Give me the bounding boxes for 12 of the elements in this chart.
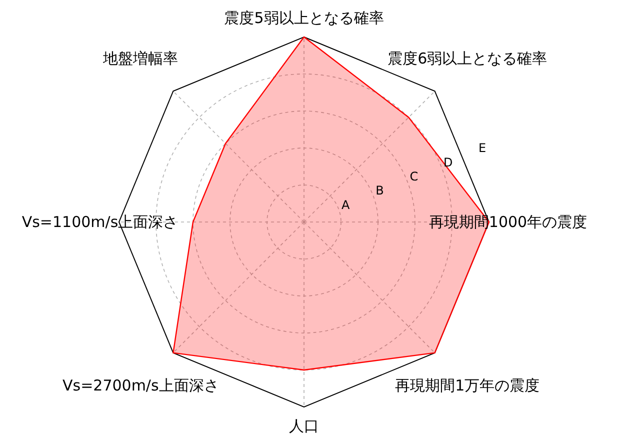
y-tick-label: E xyxy=(478,141,486,156)
y-tick-label: B xyxy=(376,184,384,198)
spoke-label: 人口 xyxy=(289,417,319,435)
spoke-label: 再現期間1万年の震度 xyxy=(395,376,540,394)
spoke-label: 地盤増幅率 xyxy=(102,50,178,68)
spoke-label: 震度6弱以上となる確率 xyxy=(388,50,548,68)
y-tick-label: C xyxy=(410,169,418,184)
spoke-label: Vs=2700m/s上面深さ xyxy=(62,376,219,394)
y-tick-label: D xyxy=(444,155,453,170)
spoke-label: 震度5弱以上となる確率 xyxy=(224,9,384,27)
y-tick-label: A xyxy=(341,198,350,212)
spoke-label: 再現期間1000年の震度 xyxy=(428,213,588,231)
